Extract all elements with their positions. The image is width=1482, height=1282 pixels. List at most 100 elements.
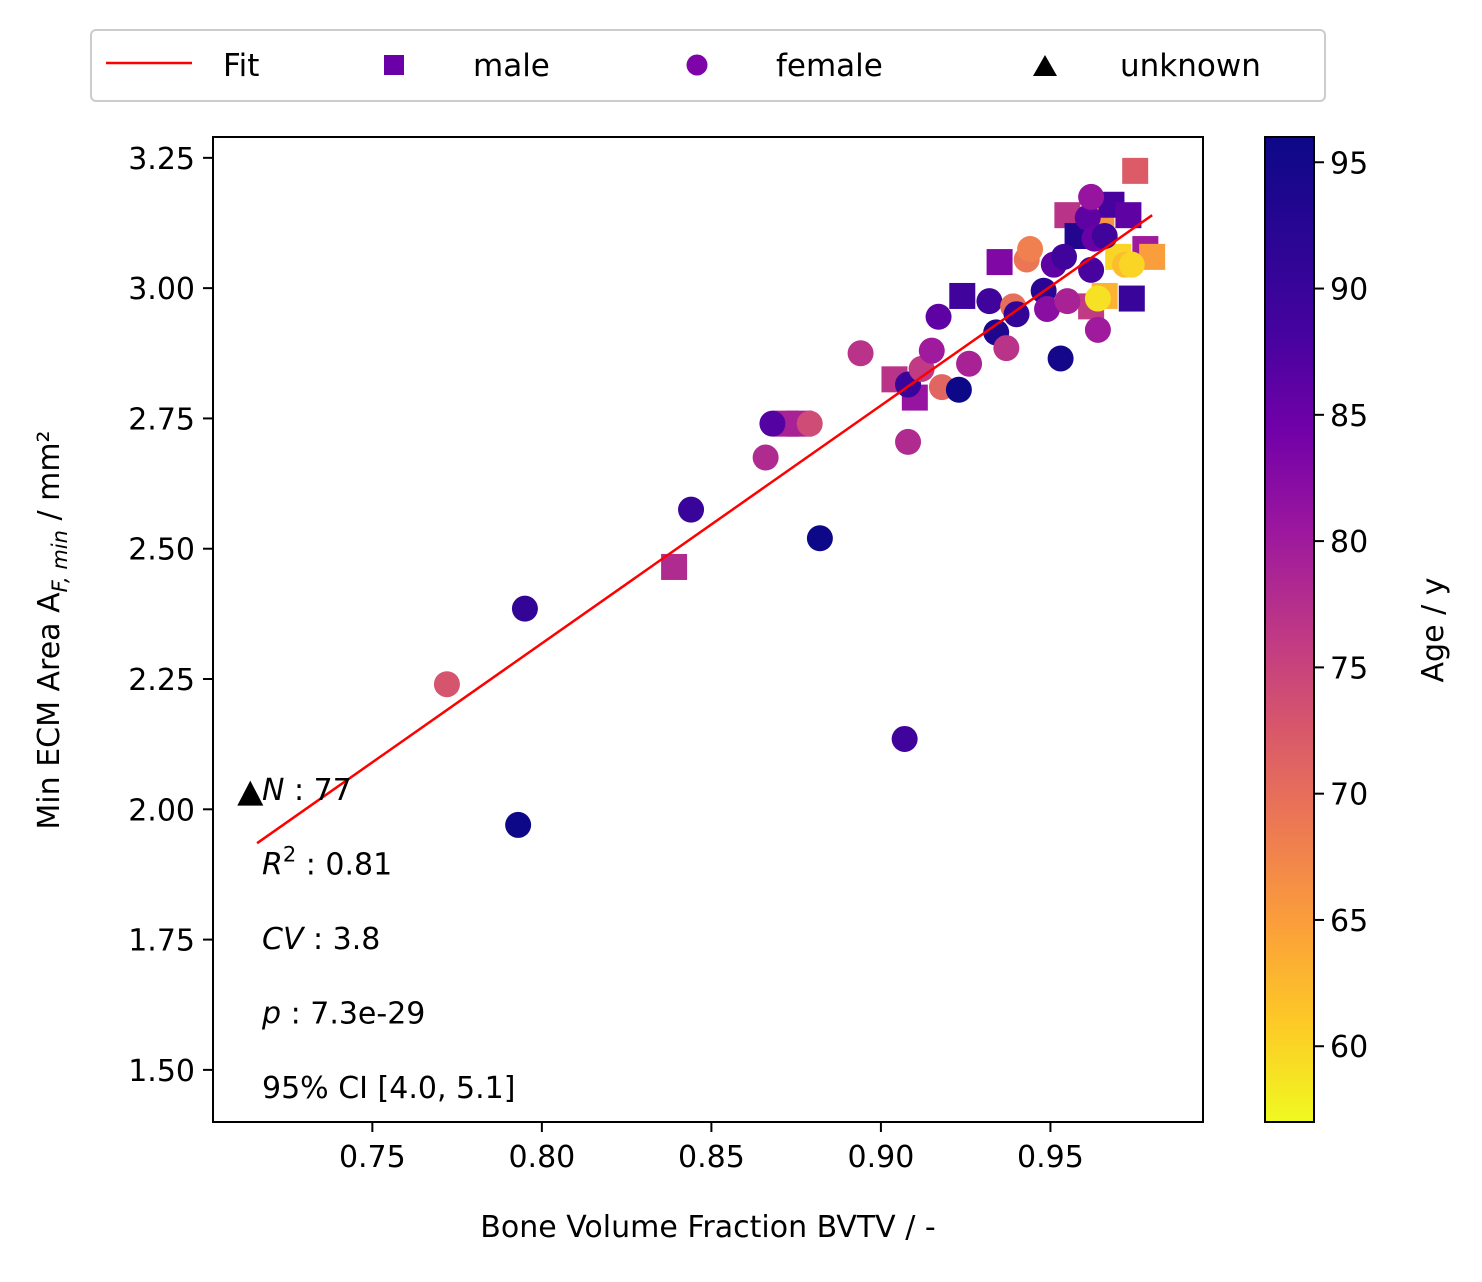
- x-tick-label: 0.90: [848, 1140, 915, 1175]
- stat-key: N: [262, 773, 284, 808]
- female-point: [1003, 301, 1030, 328]
- female-point: [759, 410, 786, 437]
- male-point: [661, 553, 688, 580]
- female-point: [1091, 223, 1118, 250]
- stat-key: R: [262, 848, 283, 883]
- legend-female-swatch: [686, 54, 708, 76]
- colorbar-tick-label: 70: [1330, 778, 1368, 813]
- fit-line: [256, 214, 1153, 845]
- y-axis-label-main: Min ECM Area A: [32, 592, 67, 830]
- stat-superscript: 2: [283, 843, 296, 867]
- male-point: [986, 249, 1013, 276]
- stat-value: : 77: [284, 773, 351, 808]
- male-point: [1118, 285, 1145, 312]
- colorbar-tick-label: 95: [1330, 146, 1368, 181]
- female-point: [511, 595, 538, 622]
- fit-layer: [256, 214, 1153, 845]
- y-tick-label: 1.75: [128, 924, 195, 959]
- stat-line: 95% CI [4.0, 5.1]: [262, 1071, 515, 1106]
- y-tick-label: 3.25: [128, 142, 195, 177]
- colorbar-label: Age / y: [1416, 578, 1451, 683]
- colorbar-tick-label: 60: [1330, 1030, 1368, 1065]
- female-point: [505, 811, 532, 838]
- x-axis-label: Bone Volume Fraction BVTV / -: [480, 1210, 935, 1245]
- legend-label-female: female: [776, 48, 883, 84]
- y-tick-label: 2.50: [128, 533, 195, 568]
- x-axis-ticks: 0.75 0.80 0.85 0.90 0.95: [339, 1122, 1084, 1175]
- female-point: [1034, 295, 1061, 322]
- y-axis-ticks: 1.50 1.75 2.00 2.25 2.50 2.75 3.00 3.25: [128, 142, 213, 1089]
- plot-frame: [212, 136, 1204, 1123]
- female-point: [433, 671, 460, 698]
- female-point: [1017, 236, 1044, 263]
- stat-line: p : 7.3e-29: [261, 997, 425, 1032]
- y-tick-label: 2.25: [128, 663, 195, 698]
- female-point: [752, 444, 779, 471]
- unknown-point: [237, 780, 264, 806]
- female-point: [1084, 285, 1111, 312]
- female-point: [1047, 345, 1074, 372]
- female-point: [918, 337, 945, 364]
- colorbar-tick-label: 90: [1330, 273, 1368, 308]
- colorbar-tick-label: 65: [1330, 904, 1368, 939]
- y-axis-label-sub: F, min: [48, 530, 72, 592]
- stat-line: CV : 3.8: [262, 922, 380, 957]
- legend: Fit male female unknown: [90, 29, 1326, 102]
- stat-key: CV: [262, 922, 306, 957]
- x-tick-label: 0.85: [678, 1140, 745, 1175]
- female-point: [796, 410, 823, 437]
- female-point: [945, 376, 972, 403]
- stat-line: R2 : 0.81: [262, 843, 392, 883]
- stat-key: p: [261, 997, 281, 1032]
- female-point: [678, 496, 705, 523]
- male-point: [1122, 157, 1149, 184]
- stat-line: N : 77: [262, 773, 352, 808]
- y-tick-label: 3.00: [128, 272, 195, 307]
- legend-label-fit: Fit: [223, 48, 259, 84]
- colorbar-gradient: [1264, 136, 1315, 1123]
- female-point: [956, 350, 983, 377]
- stat-value: : 3.8: [303, 922, 380, 957]
- female-point: [1118, 251, 1145, 278]
- female-point: [1078, 183, 1105, 210]
- legend-label-unknown: unknown: [1120, 48, 1261, 84]
- legend-frame: [90, 29, 1326, 102]
- female-point: [806, 525, 833, 552]
- y-tick-label: 2.75: [128, 402, 195, 437]
- y-axis-label: Min ECM Area AF, min / mm²: [32, 430, 72, 829]
- legend-male-swatch: [384, 55, 404, 75]
- data-marks: [237, 157, 1166, 838]
- colorbar-tick-label: 80: [1330, 525, 1368, 560]
- female-point: [847, 340, 874, 367]
- male-point: [1115, 202, 1142, 229]
- female-point: [891, 725, 918, 752]
- x-tick-label: 0.80: [508, 1140, 575, 1175]
- colorbar-ticks: 60 65 70 75 80 85 90 95: [1314, 146, 1368, 1065]
- y-axis-label-unit: / mm²: [32, 430, 67, 530]
- x-tick-label: 0.75: [339, 1140, 406, 1175]
- female-point: [1074, 204, 1101, 231]
- male-point: [949, 282, 976, 309]
- y-tick-label: 2.00: [128, 793, 195, 828]
- female-point: [1054, 288, 1081, 315]
- stats-annotation: N : 77 R2 : 0.81 CV : 3.8 p : 7.3e-29 95% CI…: [261, 773, 515, 1106]
- colorbar: 60 65 70 75 80 85 90 95 Age / y: [1264, 136, 1451, 1123]
- stat-value: 95% CI [4.0, 5.1]: [262, 1071, 515, 1106]
- legend-label-male: male: [473, 48, 550, 84]
- colorbar-tick-label: 75: [1330, 651, 1368, 686]
- female-point: [895, 428, 922, 455]
- stat-value: : 0.81: [296, 848, 392, 883]
- female-point: [976, 288, 1003, 315]
- female-point: [1050, 243, 1077, 270]
- y-tick-label: 1.50: [128, 1054, 195, 1089]
- female-point: [1078, 256, 1105, 283]
- legend-unknown-swatch: [1033, 55, 1057, 76]
- colorbar-tick-label: 85: [1330, 399, 1368, 434]
- female-point: [993, 335, 1020, 362]
- female-point: [1084, 316, 1111, 343]
- female-point: [925, 303, 952, 330]
- x-tick-label: 0.95: [1017, 1140, 1084, 1175]
- stat-value: : 7.3e-29: [281, 997, 425, 1032]
